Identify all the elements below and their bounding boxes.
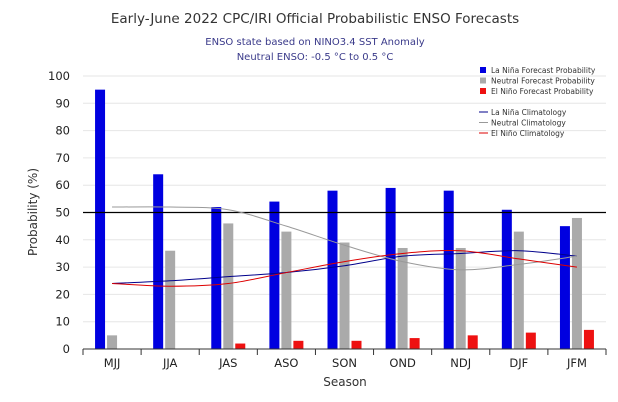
legend-label: El Niño Climatology: [491, 129, 565, 138]
legend-label: Neutral Forecast Probability: [491, 77, 595, 86]
bar-el-nino: [293, 340, 304, 349]
y-tick-label: 50: [55, 206, 70, 220]
y-tick-label: 20: [55, 287, 70, 301]
x-tick-label: JAS: [218, 356, 237, 370]
bar-la-nina: [443, 190, 454, 349]
bar-el-nino: [467, 335, 478, 349]
y-tick-label: 100: [48, 69, 70, 83]
bar-la-nina: [385, 187, 396, 349]
chart-title: Early-June 2022 CPC/IRI Official Probabi…: [111, 11, 519, 27]
legend-label: Neutral Climatology: [491, 119, 566, 128]
bar-la-nina: [153, 174, 164, 349]
bar-neutral: [165, 250, 176, 349]
y-tick-label: 60: [55, 178, 70, 192]
y-tick-label: 80: [55, 124, 70, 138]
bar-neutral: [339, 242, 350, 349]
legend-label: El Niño Forecast Probability: [491, 87, 594, 96]
chart-subtitle-line-1: ENSO state based on NINO3.4 SST Anomaly: [205, 37, 424, 48]
bar-el-nino: [525, 332, 536, 349]
x-tick-label: DJF: [509, 356, 528, 370]
bar-neutral: [281, 231, 292, 349]
bar-el-nino: [351, 340, 362, 349]
bar-la-nina: [501, 209, 512, 349]
climatology-lines: [112, 206, 578, 287]
legend-label: La Niña Climatology: [491, 108, 567, 117]
x-axis-title: Season: [323, 375, 367, 389]
y-tick-label: 0: [63, 342, 70, 356]
y-axis-title: Probability (%): [26, 168, 40, 256]
x-tick-label: OND: [389, 356, 416, 370]
bar-la-nina: [559, 226, 570, 349]
x-tick-label: ASO: [274, 356, 298, 370]
legend-swatch: [480, 77, 486, 84]
legend-label: La Niña Forecast Probability: [491, 66, 596, 75]
y-tick-label: 70: [55, 151, 70, 165]
neutral-climatology-line: [112, 206, 578, 271]
el-nino-climatology-line: [112, 250, 578, 287]
chart-subtitle-line-2: Neutral ENSO: -0.5 °C to 0.5 °C: [237, 52, 394, 63]
bar-neutral: [397, 247, 408, 349]
x-tick-label: MJJ: [104, 356, 121, 370]
bar-el-nino: [583, 329, 594, 349]
y-axis-ticks: 0 10 20 30 40 50 60 70 80 90 100: [48, 69, 70, 356]
bar-neutral: [455, 247, 466, 349]
y-tick-label: 30: [55, 260, 70, 274]
bar-el-nino: [409, 338, 420, 349]
bar-neutral: [513, 231, 524, 349]
bar-neutral: [223, 223, 234, 349]
x-tick-label: SON: [332, 356, 357, 370]
y-tick-label: 90: [55, 96, 70, 110]
bar-el-nino: [235, 343, 246, 349]
x-axis-ticks: MJJ JJA JAS ASO SON OND NDJ DJF JFM: [82, 349, 607, 370]
legend-swatch: [480, 67, 486, 73]
legend-swatch: [480, 88, 486, 94]
x-tick-label: JFM: [566, 356, 587, 370]
x-tick-label: JJA: [162, 356, 178, 370]
la-nina-climatology-line: [112, 250, 577, 284]
bar-la-nina: [95, 89, 106, 350]
bar-la-nina: [327, 190, 338, 349]
legend: La Niña Forecast Probability Neutral Fore…: [479, 66, 596, 138]
bar-neutral: [571, 217, 582, 349]
x-tick-label: NDJ: [450, 356, 471, 370]
y-tick-label: 10: [55, 315, 70, 329]
y-tick-label: 40: [55, 233, 70, 247]
bar-neutral: [107, 335, 118, 349]
